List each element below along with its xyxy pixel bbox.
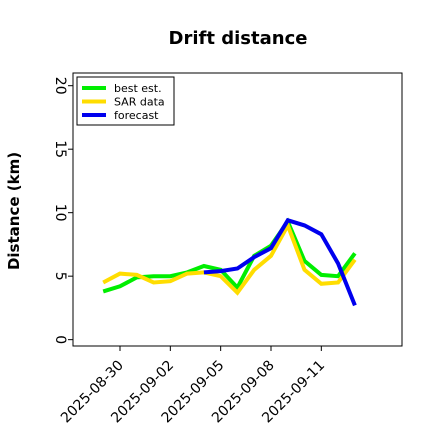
y-tick-label: 10: [52, 204, 68, 222]
legend-label: best est.: [114, 82, 162, 95]
series-line-sar-data: [102, 220, 357, 296]
y-tick-label: 20: [52, 77, 68, 95]
chart-title: Drift distance: [169, 28, 308, 49]
series-line-forecast: [203, 217, 357, 307]
series-layer: [102, 217, 357, 307]
legend-label: SAR data: [114, 96, 165, 109]
y-tick-label: 5: [52, 272, 68, 281]
plot-frame: [72, 72, 403, 347]
y-axis-label: Distance (km): [5, 152, 23, 270]
y-tick-label: 0: [52, 335, 68, 344]
legend-label: forecast: [114, 109, 159, 122]
x-axis: 2025-08-302025-09-022025-09-052025-09-08…: [58, 346, 328, 426]
y-tick-label: 15: [52, 140, 68, 158]
y-axis: 0 5 10 15 20: [52, 77, 73, 344]
